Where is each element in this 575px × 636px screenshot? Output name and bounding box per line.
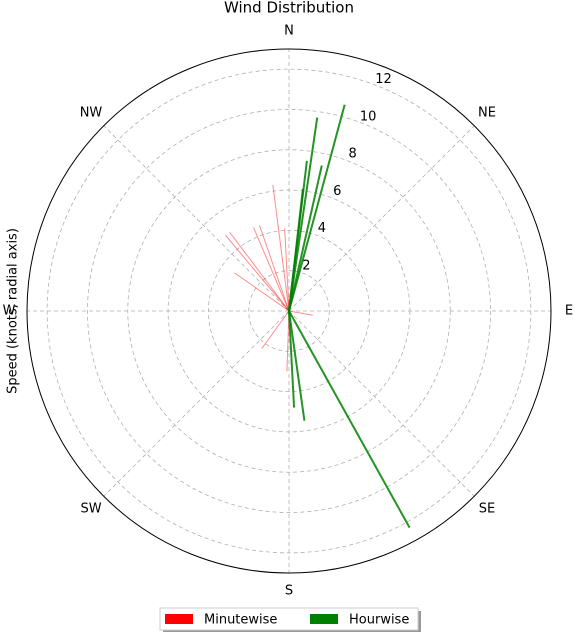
r-tick-label: 2 [302,258,310,273]
r-tick-label: 12 [375,72,392,87]
wind-line [225,235,290,312]
wind-line [288,310,296,408]
angle-grid-line [103,125,290,312]
wind-line [288,104,346,312]
direction-label: NW [80,106,103,121]
angle-grid-line [103,310,290,497]
chart-title: Wind Distribution [224,0,354,17]
wind-line [253,227,290,312]
direction-label: W [3,304,16,319]
radial-grid-line [248,270,330,352]
legend-swatch [165,614,193,624]
wind-line [272,184,290,312]
wind-line [288,310,306,421]
y-axis-label: Speed (knots, radial axis) [6,228,21,394]
direction-label: NE [478,106,496,121]
wind-line [229,231,290,312]
r-tick-label: 6 [333,184,341,199]
r-tick-label: 4 [318,221,326,236]
legend-label: Minutewise [204,613,277,628]
direction-label: SW [80,501,101,516]
wind-line [261,310,290,349]
wind-line [284,228,290,312]
direction-label: S [285,584,293,599]
r-tick-label: 10 [360,109,377,124]
radial-grid-line [46,68,532,554]
legend-label: Hourwise [349,613,409,628]
wind-line [288,310,313,316]
radial-grid-line [167,189,411,433]
wind-line [234,272,290,312]
direction-label: N [284,24,294,39]
angle-grid-line [288,125,475,312]
wind-line [288,188,304,312]
wind-line [288,165,323,312]
angle-grid-line [288,310,475,497]
radial-grid-line [207,229,371,393]
legend-box [159,607,419,631]
radial-grid-line [127,149,451,473]
direction-label: E [565,304,573,319]
polar-frame [26,48,552,574]
r-tick-label: 8 [349,147,357,162]
direction-label: SE [479,501,495,516]
legend: Minutewise Hourwise [159,607,421,633]
radial-grid-line [87,109,491,513]
legend-swatch [310,614,338,624]
wind-line [288,310,411,529]
wind-line [259,225,290,312]
